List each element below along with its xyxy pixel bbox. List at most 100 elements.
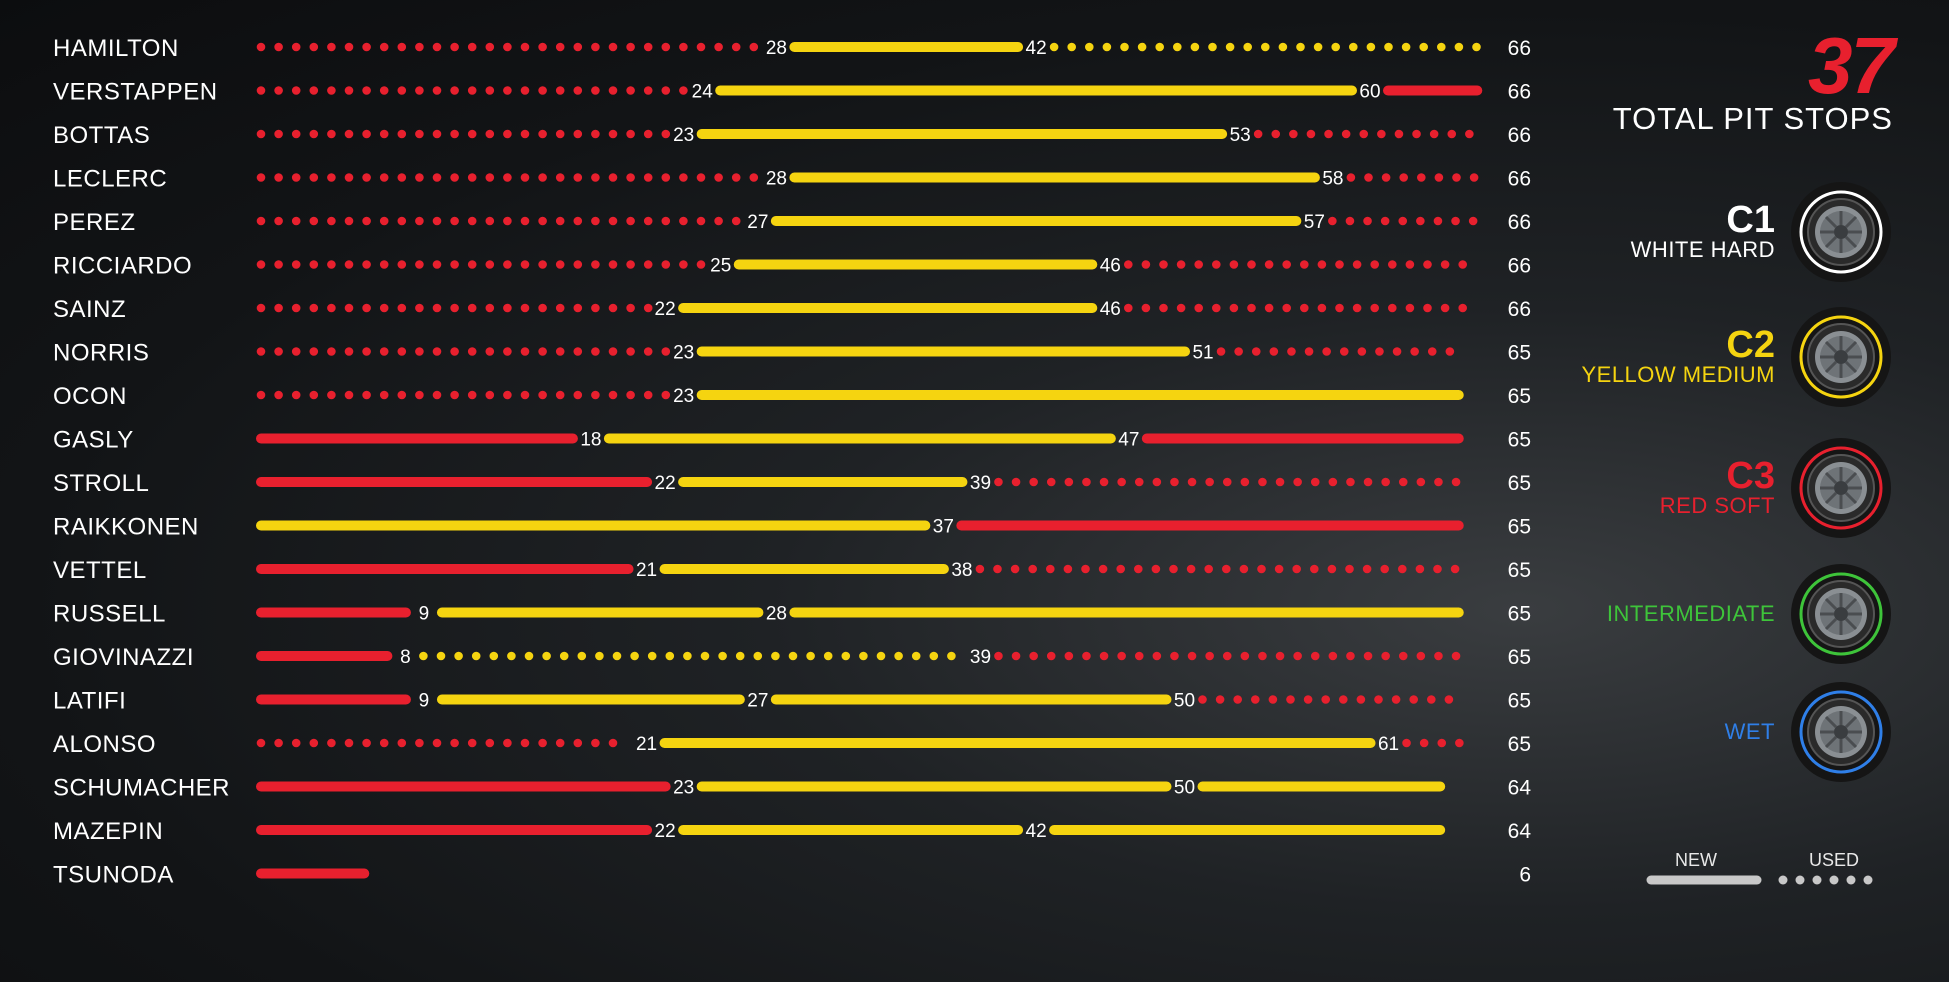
driver-name: MAZEPIN (53, 818, 163, 845)
total-laps-label: 65 (1508, 516, 1531, 539)
used-lap-dot (1306, 129, 1316, 139)
used-lap-dot (467, 390, 477, 400)
used-lap-dot (362, 303, 371, 313)
total-laps-label: 66 (1508, 255, 1531, 278)
used-lap-dot (1234, 347, 1243, 356)
used-lap-dot (450, 390, 459, 400)
pit-lap-label: 60 (1359, 82, 1380, 103)
used-lap-dot (1370, 303, 1379, 313)
used-lap-dot (1137, 42, 1147, 52)
used-lap-dot (630, 651, 639, 661)
driver-name: HAMILTON (53, 35, 179, 62)
used-lap-dot (274, 129, 283, 139)
used-lap-dot (1388, 260, 1397, 269)
used-lap-dot (771, 651, 780, 661)
used-lap-dot (1398, 651, 1408, 661)
used-lap-dot (520, 86, 530, 95)
used-lap-dot (1271, 129, 1281, 139)
used-lap-dot (1187, 651, 1197, 661)
used-lap-dot (975, 564, 985, 574)
used-lap-dot (1339, 695, 1348, 704)
used-lap-dot (362, 86, 371, 95)
used-lap-dot (591, 173, 600, 182)
used-lap-dot (555, 129, 565, 139)
used-lap-dot (1212, 303, 1221, 313)
used-lap-dot (520, 347, 530, 356)
key-used-dot (1846, 875, 1856, 885)
used-lap-dot (1324, 129, 1333, 139)
used-lap-dot (379, 216, 389, 226)
pit-lap-label: 50 (1174, 691, 1195, 712)
driver-row: SAINZ 22 46 66 (53, 296, 1531, 323)
pit-lap-label: 39 (970, 473, 991, 494)
used-lap-dot (1082, 651, 1091, 661)
used-lap-dot (1366, 42, 1376, 52)
used-lap-dot (419, 651, 428, 661)
used-lap-dot (485, 303, 495, 313)
used-lap-dot (362, 173, 371, 182)
used-lap-dot (274, 738, 283, 748)
used-lap-dot (1363, 216, 1372, 226)
used-lap-dot (415, 260, 424, 269)
used-lap-dot (1243, 42, 1252, 52)
used-lap-dot (661, 173, 671, 182)
used-lap-dot (626, 216, 635, 226)
used-lap-dot (1399, 173, 1408, 182)
used-lap-dot (577, 651, 587, 661)
used-lap-dot (947, 651, 956, 661)
used-lap-dot (1429, 129, 1439, 139)
pit-lap-label: 42 (1026, 38, 1047, 59)
used-lap-dot (661, 390, 671, 400)
used-lap-dot (1064, 477, 1074, 487)
used-lap-dot (573, 347, 583, 356)
used-lap-dot (397, 347, 407, 356)
used-lap-dot (1327, 564, 1337, 574)
used-lap-dot (362, 347, 371, 356)
used-lap-dot (538, 216, 547, 226)
pit-lap-label: 24 (692, 82, 714, 103)
used-lap-dot (555, 173, 565, 182)
used-lap-dot (432, 347, 442, 356)
compound-name: WHITE HARD (1630, 237, 1775, 262)
used-lap-dot (555, 347, 565, 356)
driver-row: TSUNODA 6 (53, 862, 1531, 889)
used-lap-dot (1225, 42, 1235, 52)
total-laps-label: 66 (1508, 81, 1531, 104)
used-lap-dot (591, 347, 600, 356)
used-lap-dot (559, 651, 569, 661)
legend-item: C2 YELLOW MEDIUM (1581, 305, 1893, 409)
used-lap-dot (749, 173, 759, 182)
used-lap-dot (432, 390, 442, 400)
used-lap-dot (1375, 347, 1384, 356)
used-lap-dot (1029, 477, 1038, 487)
used-lap-dot (327, 738, 336, 748)
used-lap-dot (274, 347, 283, 356)
used-lap-dot (753, 651, 763, 661)
used-lap-dot (1274, 564, 1284, 574)
used-lap-dot (1233, 695, 1242, 704)
used-lap-dot (256, 42, 266, 52)
stint-used-soft (256, 173, 759, 182)
used-lap-dot (1398, 564, 1407, 574)
used-lap-dot (503, 86, 512, 95)
used-lap-dot (661, 347, 671, 356)
used-lap-dot (679, 216, 688, 226)
stint-used-soft (1216, 347, 1455, 356)
used-lap-dot (309, 347, 319, 356)
used-lap-dot (1410, 347, 1419, 356)
used-lap-dot (1187, 477, 1197, 487)
stint-used-soft (256, 303, 653, 313)
driver-name: TSUNODA (53, 862, 174, 889)
used-lap-dot (467, 173, 477, 182)
used-lap-dot (1293, 651, 1302, 661)
used-lap-dot (274, 42, 283, 52)
used-lap-dot (696, 173, 706, 182)
used-lap-dot (344, 42, 354, 52)
used-lap-dot (450, 260, 459, 269)
pit-lap-label: 39 (970, 647, 991, 668)
used-lap-dot (643, 303, 653, 313)
used-lap-dot (1282, 303, 1291, 313)
stint-used-soft (256, 390, 671, 400)
used-lap-dot (1328, 651, 1338, 661)
used-lap-dot (679, 173, 688, 182)
